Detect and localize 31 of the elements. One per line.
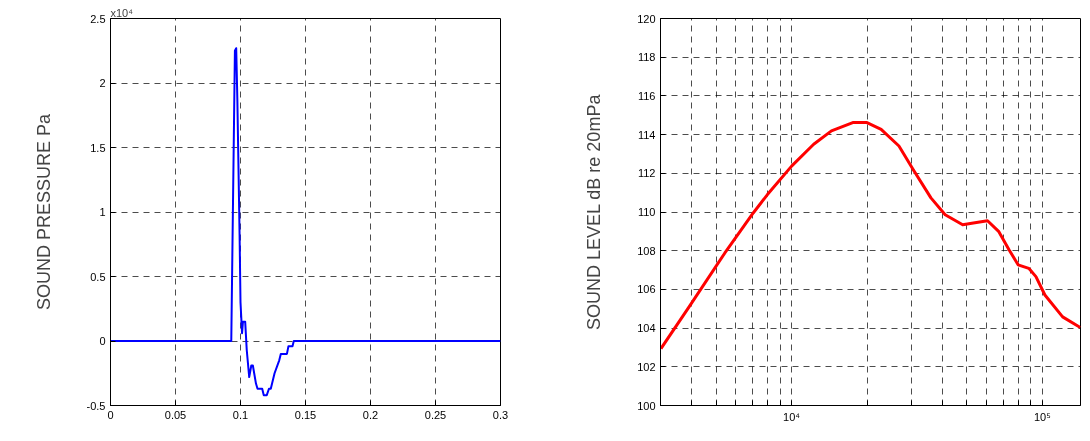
y-tick-label: 2 <box>99 77 106 89</box>
text: x10⁴ <box>110 6 134 19</box>
x-tick-label: 0.15 <box>294 408 317 421</box>
y-tick-label: 114 <box>637 128 656 141</box>
y-tick-label: 108 <box>637 244 656 257</box>
y-tick-label: 1.5 <box>90 141 106 154</box>
y-tick-label: 116 <box>637 89 656 102</box>
x-tick-label: 0.2 <box>362 408 379 421</box>
y-tick-label: 104 <box>637 322 656 335</box>
x-tick-label: 0 <box>107 408 114 421</box>
y-axis-title: SOUND LEVEL dB re 20mPa <box>584 93 605 331</box>
y-tick-label: 0 <box>99 335 106 347</box>
y-tick-label: 120 <box>637 12 656 25</box>
x-tick-label: 0.3 <box>492 408 509 421</box>
y-tick-label: 118 <box>637 51 656 64</box>
y-tick-label: 102 <box>637 360 656 373</box>
x-tick-label: 0.05 <box>164 408 187 421</box>
y-tick-label: -0.5 <box>86 399 106 412</box>
x-tick-label: 10⁴ <box>783 410 801 423</box>
y-tick-label: 0.5 <box>90 270 106 283</box>
y-tick-label: 1 <box>99 206 106 218</box>
x-tick-label: 0.1 <box>232 408 249 421</box>
x-tick-label: 10⁵ <box>1033 410 1051 423</box>
x-tick-label: 0.25 <box>424 408 447 421</box>
line-series <box>110 47 501 397</box>
y-tick-label: 110 <box>637 206 656 218</box>
y-tick-label: 2.5 <box>90 12 106 25</box>
y-tick-label: 112 <box>637 167 656 180</box>
y-tick-label: 100 <box>637 399 656 412</box>
y-axis-title: SOUND PRESSURE Pa <box>33 112 54 311</box>
y-tick-label: 106 <box>637 283 656 296</box>
